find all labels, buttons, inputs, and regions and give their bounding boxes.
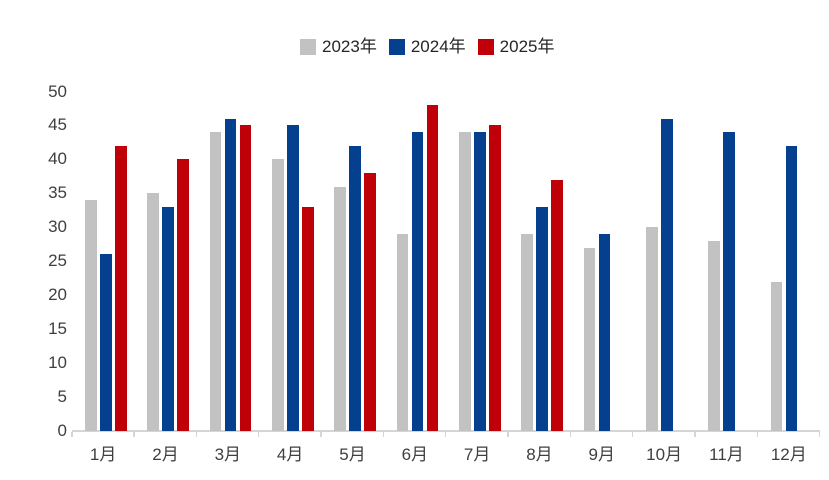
bar-2023年-10月 (645, 227, 658, 431)
bar-2023年-7月 (458, 132, 471, 431)
bar-2023年-3月 (209, 132, 222, 431)
bar-2023年-5月 (334, 186, 346, 431)
bar-2023年-8月 (521, 234, 533, 431)
legend-label: 2023年 (322, 37, 377, 56)
x-axis-category-label: 4月 (276, 445, 304, 464)
x-axis-category-label: 6月 (401, 445, 429, 464)
x-axis-category-label: 7月 (463, 445, 491, 464)
bar-2024年-11月 (723, 132, 735, 431)
x-axis-category-label: 11月 (709, 445, 744, 464)
y-axis-tick-label: 0 (57, 421, 67, 440)
bar-2024年-1月 (100, 254, 112, 431)
x-axis-tick (320, 432, 322, 437)
x-axis-tick (631, 432, 634, 437)
y-axis-tick-label: 35 (48, 183, 67, 203)
bar-2023年-6月 (396, 234, 409, 431)
x-axis-category-label: 12月 (770, 445, 807, 464)
bar-2024年-7月 (473, 132, 486, 431)
x-axis-category-label: 9月 (588, 445, 616, 464)
legend-swatch-icon (300, 39, 316, 55)
legend-swatch-icon (477, 39, 494, 55)
x-axis-tick (71, 432, 73, 437)
y-axis-tick-label: 40 (48, 149, 67, 169)
bar-2025年-4月 (301, 206, 314, 431)
legend-item: 2023年 (300, 38, 377, 56)
bar-2024年-5月 (349, 145, 361, 431)
bar-2023年-1月 (85, 200, 97, 431)
y-axis-tick-label: 25 (48, 251, 67, 271)
legend-swatch-icon (388, 39, 405, 55)
x-axis-category-label: 2月 (152, 445, 179, 464)
y-axis-tick-label: 50 (48, 81, 67, 101)
x-axis-tick (382, 432, 385, 437)
x-axis-tick (818, 432, 821, 437)
y-axis-tick-label: 20 (48, 285, 67, 305)
x-axis-line (72, 430, 820, 432)
bar-2024年-10月 (660, 118, 673, 431)
y-axis-tick-label: 15 (48, 319, 67, 339)
x-axis-tick (195, 432, 198, 437)
bar-2025年-7月 (488, 125, 501, 431)
x-axis-tick (694, 432, 696, 437)
legend-label: 2025年 (499, 37, 555, 56)
bar-2023年-12月 (770, 281, 783, 431)
y-axis-tick-label: 45 (48, 115, 67, 135)
bar-2025年-3月 (239, 125, 252, 431)
bar-2023年-11月 (708, 240, 720, 431)
x-axis-category-label: 3月 (214, 445, 242, 464)
legend-item: 2025年 (477, 37, 555, 56)
bar-2023年-4月 (271, 159, 284, 431)
legend-label: 2024年 (410, 37, 466, 56)
bar-2025年-2月 (177, 159, 190, 431)
legend: 2023年 2024年 2025年 (300, 38, 554, 56)
x-axis-category-label: 10月 (646, 445, 683, 464)
y-axis-tick-label: 5 (57, 387, 67, 407)
y-axis-tick-label: 30 (48, 217, 67, 237)
x-axis-tick (507, 432, 509, 437)
y-axis-tick-label: 10 (48, 353, 67, 373)
x-axis-tick (257, 432, 260, 437)
x-axis-category-label: 5月 (339, 445, 366, 464)
bar-2024年-3月 (224, 118, 237, 431)
bar-2023年-9月 (583, 247, 596, 431)
bar-2024年-6月 (411, 132, 424, 431)
legend-item: 2024年 (388, 37, 466, 56)
bar-2024年-12月 (785, 145, 798, 431)
x-axis-tick (756, 432, 759, 437)
bar-2025年-8月 (551, 179, 563, 431)
bar-2025年-6月 (426, 105, 439, 431)
bar-2025年-1月 (115, 145, 127, 431)
bar-2024年-9月 (598, 234, 611, 431)
bar-2024年-2月 (162, 206, 175, 431)
bar-2023年-2月 (147, 193, 160, 431)
x-axis-tick (133, 432, 135, 437)
x-axis-category-label: 1月 (89, 445, 117, 464)
bar-2025年-5月 (364, 172, 376, 431)
x-axis-tick (569, 432, 572, 437)
x-axis-category-label: 8月 (526, 445, 553, 464)
bar-2024年-8月 (536, 206, 548, 431)
bar-2024年-4月 (286, 125, 299, 431)
x-axis-tick (444, 432, 447, 437)
